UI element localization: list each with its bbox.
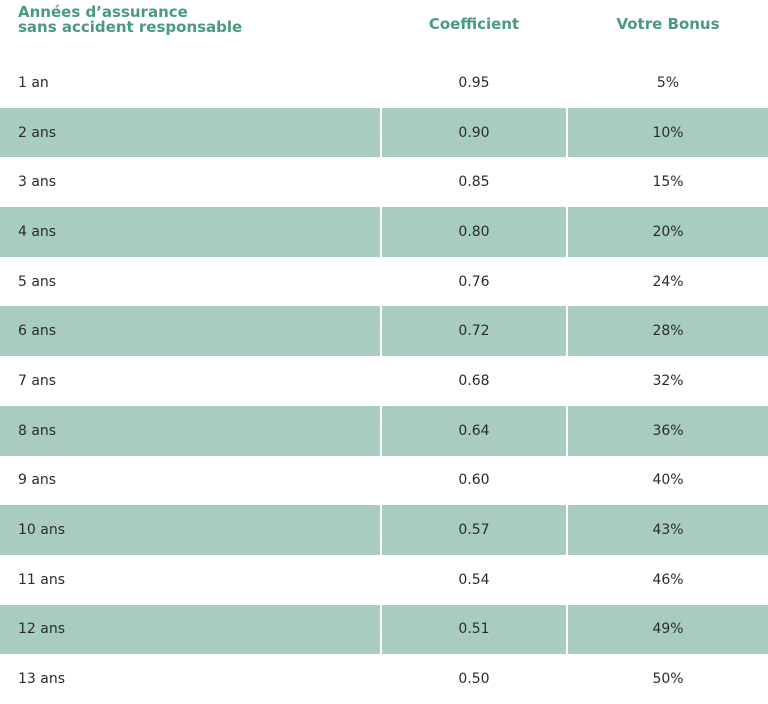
cell-bonus: 5%: [656, 74, 680, 91]
cell-years: 10 ans: [18, 522, 66, 539]
cell-years: 13 ans: [18, 671, 66, 688]
cell-years: 11 ans: [18, 571, 66, 588]
cell-coefficient: 0.64: [380, 405, 568, 456]
table-row: 9 ans 0.60 40%: [0, 456, 768, 506]
cell-years: 9 ans: [18, 472, 57, 489]
table-row: 6 ans 0.72 28%: [0, 306, 768, 357]
cell-years: 7 ans: [18, 372, 57, 389]
cell-coefficient: 0.90: [380, 107, 568, 158]
cell-years: 8 ans: [18, 422, 57, 439]
cell-coefficient: 0.80: [380, 207, 568, 257]
table-row: 1 an 0.95 5%: [0, 58, 768, 108]
cell-bonus: 49%: [652, 621, 684, 638]
cell-coefficient: 0.72: [380, 306, 568, 357]
table-row: 5 ans 0.76 24%: [0, 257, 768, 307]
cell-years: 6 ans: [18, 323, 57, 340]
cell-coefficient: 0.57: [380, 505, 568, 555]
table-row: 12 ans 0.51 49%: [0, 604, 768, 655]
cell-coefficient: 0.54: [458, 571, 490, 588]
cell-coefficient: 0.85: [458, 174, 490, 191]
header-years-line1: Années d’assurance: [18, 3, 188, 21]
cell-coefficient: 0.50: [458, 671, 490, 688]
table-row: 11 ans 0.54 46%: [0, 555, 768, 605]
table-row: 8 ans 0.64 36%: [0, 405, 768, 456]
cell-years: 12 ans: [18, 621, 66, 638]
header-years: Années d’assurance sans accident respons…: [0, 5, 380, 35]
header-years-line2: sans accident responsable: [18, 18, 243, 36]
cell-coefficient: 0.60: [458, 472, 490, 489]
cell-bonus: 15%: [652, 174, 684, 191]
cell-bonus: 50%: [652, 671, 684, 688]
cell-bonus: 24%: [652, 273, 684, 290]
table-row: 10 ans 0.57 43%: [0, 505, 768, 555]
cell-bonus: 32%: [652, 372, 684, 389]
table-header: Années d’assurance sans accident respons…: [0, 0, 768, 58]
cell-years: 2 ans: [18, 124, 57, 141]
cell-years: 5 ans: [18, 273, 57, 290]
cell-coefficient: 0.95: [458, 74, 490, 91]
table-row: 2 ans 0.90 10%: [0, 107, 768, 158]
cell-bonus: 28%: [652, 323, 684, 340]
cell-bonus: 20%: [652, 223, 684, 240]
cell-coefficient: 0.76: [458, 273, 490, 290]
table-row: 13 ans 0.50 50%: [0, 654, 768, 704]
table-row: 4 ans 0.80 20%: [0, 207, 768, 257]
cell-bonus: 40%: [652, 472, 684, 489]
cell-coefficient: 0.51: [380, 604, 568, 655]
cell-bonus: 36%: [652, 422, 684, 439]
header-bonus: Votre Bonus: [616, 15, 720, 33]
cell-bonus: 43%: [652, 522, 684, 539]
cell-bonus: 46%: [652, 571, 684, 588]
cell-years: 1 an: [18, 74, 49, 91]
table-row: 7 ans 0.68 32%: [0, 356, 768, 406]
cell-years: 3 ans: [18, 174, 57, 191]
cell-bonus: 10%: [652, 124, 684, 141]
cell-years: 4 ans: [18, 223, 57, 240]
header-coefficient: Coefficient: [428, 15, 520, 33]
cell-coefficient: 0.68: [458, 372, 490, 389]
table-row: 3 ans 0.85 15%: [0, 157, 768, 207]
